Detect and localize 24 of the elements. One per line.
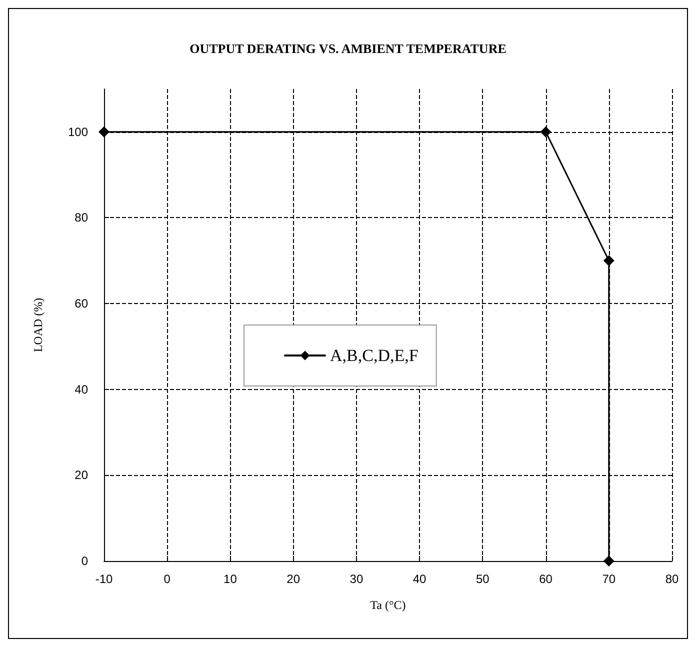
x-tick-label: 0 [164, 572, 171, 586]
x-tick-label: 30 [350, 572, 364, 586]
x-tick-label: 40 [412, 572, 427, 586]
x-tick-label: 50 [476, 572, 490, 586]
x-tick-label: 70 [602, 572, 616, 586]
chart-title: OUTPUT DERATING VS. AMBIENT TEMPERATURE [190, 41, 506, 56]
y-axis-title: LOAD (%) [31, 298, 45, 352]
y-tick-label: 40 [74, 382, 88, 396]
y-tick-label: 20 [74, 468, 88, 482]
x-tick-label: -10 [95, 572, 113, 586]
point [540, 126, 552, 138]
legend-label: A,B,C,D,E,F [330, 346, 418, 365]
x-axis-title: Ta (°C) [370, 598, 406, 612]
point [603, 556, 614, 566]
y-tick-label: 0 [81, 554, 88, 568]
point [98, 126, 110, 138]
y-tick-label: 80 [74, 210, 88, 225]
x-tick-label: 20 [286, 572, 300, 586]
x-tick-label: 10 [224, 572, 238, 586]
x-tick-label: 80 [665, 572, 679, 586]
y-tick-label: 100 [68, 124, 88, 139]
x-tick-label: 60 [539, 572, 553, 586]
point [603, 255, 614, 266]
y-tick-label: 60 [74, 296, 88, 311]
